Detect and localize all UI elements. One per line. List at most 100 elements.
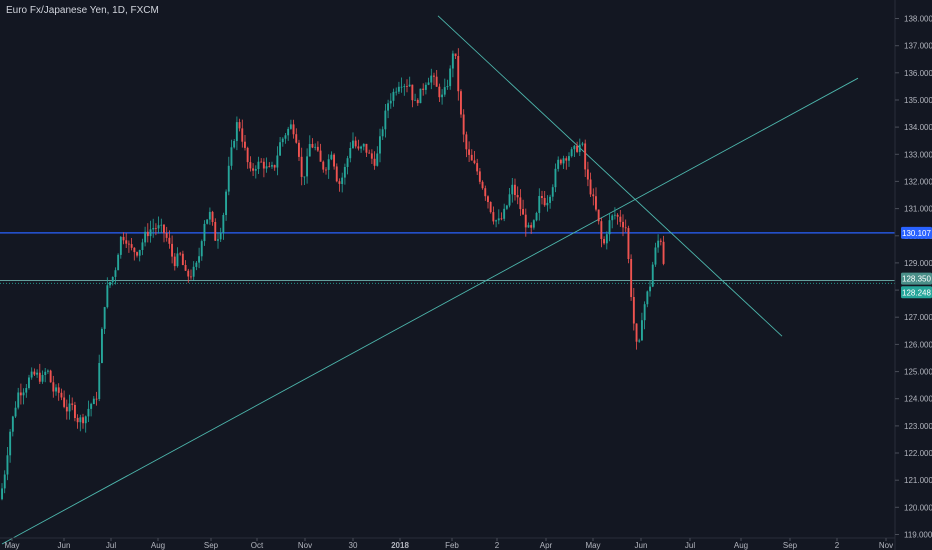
candle: [327, 154, 330, 179]
candle: [227, 156, 230, 196]
candle: [109, 281, 111, 288]
candle: [624, 219, 627, 233]
candle: [462, 109, 465, 143]
candle: [217, 232, 219, 249]
candle: [408, 76, 411, 87]
candle: [549, 194, 551, 209]
candle: [354, 136, 357, 149]
candle: [519, 189, 522, 216]
candle: [557, 156, 560, 172]
candle: [92, 396, 95, 405]
candle: [149, 220, 152, 243]
candle: [262, 158, 265, 178]
candle: [176, 247, 179, 268]
candle: [584, 139, 587, 177]
candle: [55, 384, 57, 396]
candle: [573, 145, 576, 157]
candle: [244, 135, 246, 151]
candle: [63, 390, 66, 409]
candlestick-series: [1, 48, 665, 501]
candle: [98, 354, 101, 402]
candle: [611, 214, 614, 229]
candle: [352, 132, 354, 149]
candle: [443, 78, 446, 97]
x-tick-label: Jul: [106, 541, 116, 550]
candle: [308, 135, 311, 157]
candle: [295, 128, 298, 144]
candle: [271, 161, 273, 169]
time-axis: May Jun Jul Aug Sep Oct Nov 30 2018 Feb 2 Apr May Jun…: [4, 538, 893, 550]
candle: [441, 89, 443, 105]
candle: [30, 367, 33, 380]
candle: [179, 251, 182, 256]
candle: [103, 306, 106, 334]
candle: [57, 383, 60, 401]
candle: [365, 143, 368, 157]
price-badge: 128.248: [901, 286, 932, 299]
candle: [360, 145, 362, 153]
y-tick-label: 129.000: [904, 259, 932, 268]
candle: [133, 247, 136, 261]
trendline[interactable]: [1, 77, 859, 545]
candle: [619, 210, 622, 227]
candle: [595, 187, 597, 212]
candle: [416, 98, 419, 106]
candle: [79, 414, 82, 432]
candle: [497, 209, 500, 225]
candle: [478, 168, 481, 185]
candle: [33, 368, 36, 376]
candle: [265, 157, 268, 173]
candle: [578, 138, 581, 156]
candle: [287, 126, 290, 141]
candle: [403, 83, 406, 96]
candle: [505, 204, 508, 210]
y-tick-label: 132.000: [904, 177, 932, 186]
x-tick-label: Jul: [685, 541, 695, 550]
candle: [608, 212, 611, 242]
candle: [292, 119, 295, 139]
candle: [530, 222, 533, 234]
y-tick-label: 138.000: [904, 15, 932, 24]
candle: [635, 323, 638, 350]
candle: [451, 50, 454, 78]
candle: [203, 220, 206, 246]
y-tick-label: 135.000: [904, 96, 932, 105]
candle: [435, 70, 438, 87]
candle: [214, 218, 217, 241]
candle: [254, 165, 257, 179]
candle: [144, 226, 147, 247]
candle: [397, 81, 400, 94]
candle: [289, 119, 292, 130]
candle: [643, 301, 646, 330]
candle: [268, 162, 271, 168]
candle: [281, 137, 284, 147]
candle: [514, 178, 516, 201]
candle: [430, 68, 433, 90]
candle: [470, 149, 473, 161]
candle: [198, 247, 200, 269]
x-tick-label: Aug: [151, 541, 165, 550]
candle: [9, 429, 12, 463]
candle: [157, 216, 160, 234]
candle: [49, 369, 52, 383]
candle: [473, 151, 476, 165]
candle: [119, 236, 122, 259]
candle: [206, 219, 209, 225]
candle: [551, 184, 554, 201]
candle: [279, 137, 281, 156]
candle: [60, 388, 63, 401]
candle: [387, 99, 389, 119]
candle: [370, 149, 373, 164]
x-tick-label: Aug: [734, 541, 748, 550]
candle: [316, 141, 319, 152]
candle: [484, 185, 487, 201]
trendline[interactable]: [437, 15, 783, 337]
y-tick-label: 121.000: [904, 476, 932, 485]
candle: [522, 199, 524, 215]
y-tick-label: 122.000: [904, 449, 932, 458]
candle: [546, 195, 549, 212]
candle: [503, 203, 506, 222]
candle: [376, 146, 379, 167]
candle: [284, 133, 287, 144]
